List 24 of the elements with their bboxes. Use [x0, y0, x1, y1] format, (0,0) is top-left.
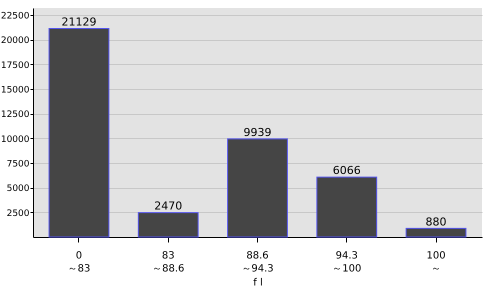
x-tick-label: 83 ～88.6 [152, 250, 184, 274]
data-label: 880 [426, 215, 447, 228]
y-tick-label: 20000 [0, 36, 30, 46]
data-label: 21129 [61, 15, 96, 28]
bar [48, 28, 110, 238]
x-tick-label: 100 ～ [426, 250, 446, 274]
data-label: 2470 [154, 200, 182, 213]
x-tick-label: 94.3 ～100 [332, 250, 362, 274]
y-tick-label: 10000 [0, 134, 30, 145]
y-tick-label: 5000 [6, 184, 30, 194]
y-tick-label: 22500 [0, 11, 30, 22]
x-axis-title: f l [253, 278, 263, 288]
y-tick-label: 7500 [6, 159, 30, 170]
y-tick-label: 15000 [0, 85, 30, 96]
data-label: 9939 [244, 126, 272, 139]
data-label: 6066 [332, 164, 361, 178]
x-tick-label: 0 ～83 [68, 250, 90, 274]
bar [406, 228, 466, 238]
bar [227, 138, 288, 238]
bar [316, 176, 378, 238]
y-tick-label: 12500 [0, 110, 30, 120]
y-tick-label: 17500 [0, 60, 30, 71]
y-tick-label: 2500 [6, 208, 30, 219]
bar [138, 212, 199, 238]
